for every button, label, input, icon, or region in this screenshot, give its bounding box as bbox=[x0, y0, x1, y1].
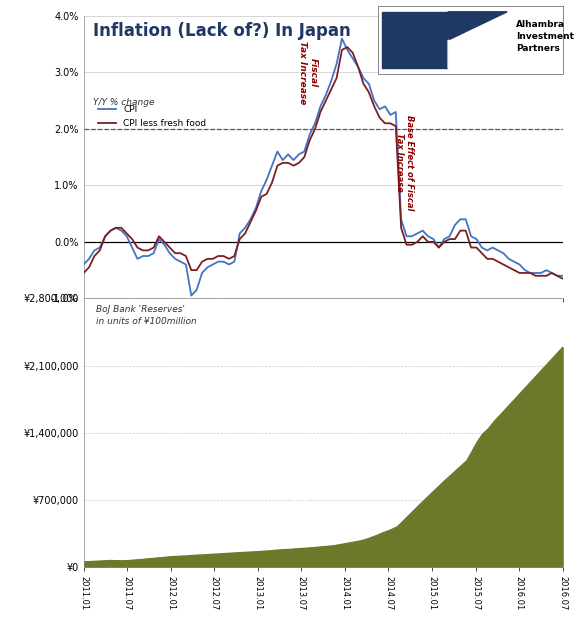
Text: Base Effect of Fiscal
Tax Increase: Base Effect of Fiscal Tax Increase bbox=[395, 115, 414, 210]
Legend: CPI, CPI less fresh food: CPI, CPI less fresh food bbox=[98, 105, 206, 128]
Text: Y/Y % change: Y/Y % change bbox=[93, 98, 155, 107]
Text: Inflation (Lack of?) In Japan: Inflation (Lack of?) In Japan bbox=[93, 22, 351, 40]
Polygon shape bbox=[448, 12, 507, 40]
Polygon shape bbox=[448, 40, 507, 69]
Text: Fiscal
Tax Increase: Fiscal Tax Increase bbox=[298, 42, 317, 105]
Text: there is no correlation whatsoever  to the CPI: there is no correlation whatsoever to th… bbox=[260, 412, 477, 524]
Text: Alhambra
Investment
Partners: Alhambra Investment Partners bbox=[516, 21, 575, 53]
Polygon shape bbox=[381, 12, 448, 69]
Text: BoJ Bank 'Reserves'
in units of ¥100million: BoJ Bank 'Reserves' in units of ¥100mill… bbox=[96, 305, 196, 326]
